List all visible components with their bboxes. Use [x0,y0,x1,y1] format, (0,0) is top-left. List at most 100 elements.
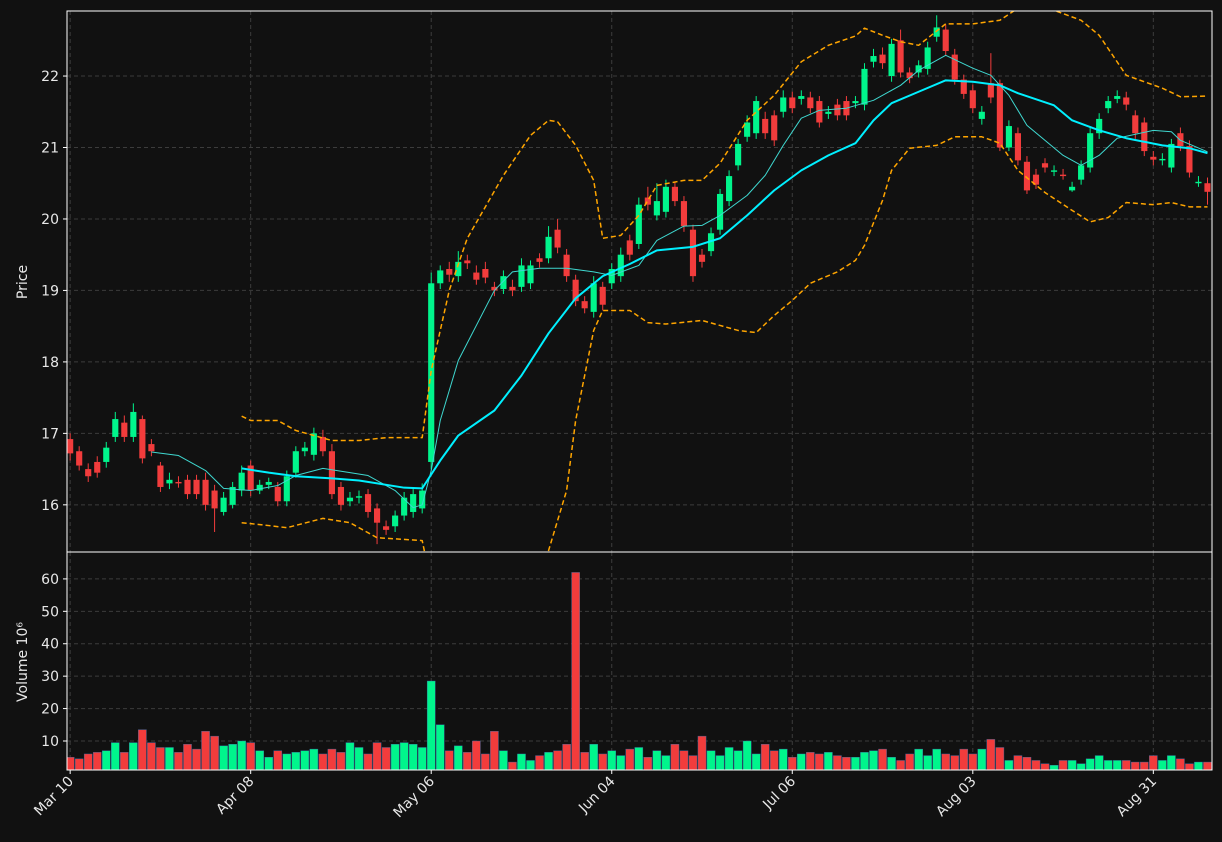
volume-bar [499,750,508,770]
candle-body [879,54,886,64]
y-tick-label: 17 [41,426,59,442]
volume-bar [697,735,707,770]
candle-body [85,469,92,477]
candle-body [744,122,751,137]
candle-body [1132,115,1139,134]
volume-bar [273,750,283,770]
candle-body [1195,181,1202,184]
volume-bar [914,748,923,770]
volume-bar [390,744,400,770]
volume-bar [228,744,237,770]
y-tick-label: 16 [41,498,59,514]
volume-bar [481,753,490,770]
candle-body [103,447,110,462]
candle-body [861,68,868,105]
volume-bar [92,752,102,770]
y-tick-label: 18 [41,355,59,371]
volume-bar [860,752,869,770]
candle-body [283,476,290,502]
candle-body [265,481,272,485]
volume-bar [111,742,120,770]
candle-body [193,479,200,495]
volume-bar [706,750,716,770]
candle-body [572,279,579,302]
volume-bar [562,744,571,770]
volume-tick-label: 20 [41,702,59,718]
volume-bar [715,755,725,770]
candle-body [771,115,778,141]
candle-body [1177,133,1184,147]
volume-bar [1049,765,1059,770]
volume-bar [1131,761,1140,770]
candle-body [437,270,444,284]
candle-body [482,268,489,278]
candle-body [1078,165,1085,180]
candle-body [978,111,985,119]
volume-bar [842,756,851,770]
candle-body [211,490,218,509]
candle-body [148,444,155,452]
volume-bar [408,744,418,770]
volume-bar [625,748,635,770]
volume-bar [463,752,472,770]
volume-bar [1022,756,1032,770]
candle-body [753,101,760,134]
indicator-line [241,79,1208,490]
candle-body [1023,161,1031,191]
candle-body [816,101,823,123]
volume-bar [941,753,950,770]
volume-bar [102,750,111,770]
volume-bar [318,753,328,770]
candle-body [184,479,191,495]
candle-body [419,490,426,509]
volume-bar [851,756,860,770]
volume-bar [74,758,84,770]
candle-body [689,229,697,277]
volume-tick-label: 10 [41,734,59,750]
candle-body [1014,133,1022,161]
volume-bar [769,750,779,770]
candle-body [518,265,525,287]
candle-body [987,83,994,98]
y-tick-label: 22 [41,69,59,85]
volume-bar [1085,758,1095,770]
volume-tick-label: 50 [41,604,59,620]
volume-bar [445,750,454,770]
volume-bar [399,742,409,770]
candle-body [662,186,669,212]
candle-body [527,265,534,284]
candle-body [446,268,453,275]
candle-body [401,497,408,516]
candle-body [202,479,209,505]
candle-body [762,118,769,134]
candle-body [310,433,317,455]
volume-bar [733,750,743,770]
volume-bar [174,752,183,770]
volume-bar [607,750,617,770]
volume-bar [1176,758,1185,770]
volume-bar [589,744,598,770]
volume-bar [1194,761,1203,770]
volume-bar [83,753,93,770]
volume-bar [544,752,553,770]
indicator-line [151,54,1208,509]
volume-bar [345,742,355,770]
candle-body [247,465,254,491]
volume-bar [526,760,535,770]
volume-bar [751,753,761,770]
volume-bar [129,742,138,770]
volume-bar [824,752,833,770]
volume-tick-label: 40 [41,637,59,653]
volume-bar [454,745,463,770]
candle-body [139,419,146,459]
volume-bar [923,755,932,770]
volume-bar [932,748,941,770]
candle-body [238,472,245,491]
candle-body [455,261,462,277]
volume-bar [797,753,806,770]
candle-body [590,283,597,312]
candle-body [735,143,742,166]
volume-bar [1004,760,1014,770]
candle-body [1141,122,1148,152]
